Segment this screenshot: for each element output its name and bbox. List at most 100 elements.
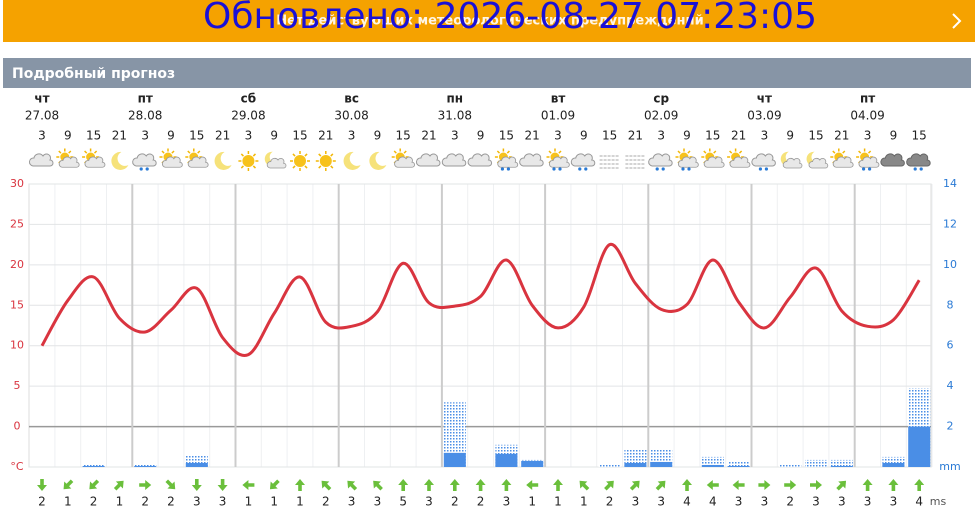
wind-arrow xyxy=(526,480,539,490)
drop xyxy=(862,167,866,171)
hour-label: 3 xyxy=(141,129,149,143)
hour-label: 9 xyxy=(270,129,278,143)
sun-ray xyxy=(548,150,552,154)
hour-label: 21 xyxy=(628,129,643,143)
sun xyxy=(242,155,255,167)
hour-label: 3 xyxy=(864,129,872,143)
wind-unit: ms xyxy=(930,495,947,508)
wind-arrow xyxy=(269,479,280,490)
sun-ray xyxy=(240,153,244,157)
precip-bar xyxy=(701,464,724,467)
sun-ray xyxy=(496,150,501,154)
wind-arrow xyxy=(165,479,176,490)
weather-icon xyxy=(391,148,415,168)
hour-label: 15 xyxy=(705,129,720,143)
moon xyxy=(214,151,232,170)
banner[interactable] xyxy=(3,0,975,42)
section-bar xyxy=(3,58,971,88)
wind-speed: 3 xyxy=(374,495,382,509)
cloud xyxy=(729,156,751,168)
wind-arrow xyxy=(553,479,563,491)
y-tick-label: 20 xyxy=(10,258,24,271)
drop xyxy=(913,167,917,171)
warnings-text[interactable]: Нет действующих метеорологических предуп… xyxy=(276,14,703,29)
hour-label: 21 xyxy=(525,129,540,143)
precip-bar xyxy=(830,465,853,467)
wind-arrow xyxy=(706,480,719,490)
wind-arrow xyxy=(914,479,925,491)
sun-ray xyxy=(330,165,334,169)
cloud xyxy=(394,156,415,168)
cloud xyxy=(808,157,829,169)
weather-icon xyxy=(214,151,232,170)
sun-ray xyxy=(832,150,836,154)
section-title: Подробный прогноз xyxy=(12,66,175,82)
wind-arrow xyxy=(424,479,434,491)
cloud xyxy=(832,156,854,168)
weather-icon xyxy=(343,151,361,170)
wind-arrow xyxy=(37,479,47,491)
y-tick-label: 25 xyxy=(10,217,24,230)
wind-arrow xyxy=(475,479,486,491)
wind-arrow xyxy=(501,479,512,491)
precip-max-bar xyxy=(443,402,466,467)
hour-label: 3 xyxy=(38,129,46,143)
moon xyxy=(369,151,387,170)
wind-speed: 4 xyxy=(915,495,923,509)
wind-arrow xyxy=(63,479,74,490)
updated-text: Обновлено: 2026-08-27 07:23:05 xyxy=(203,0,817,37)
wind-arrow xyxy=(862,479,873,491)
cloud xyxy=(416,153,441,167)
precip-bar xyxy=(624,462,647,467)
weather-icon xyxy=(830,148,854,168)
weather-icon xyxy=(441,153,467,167)
day-name: пн xyxy=(447,92,464,106)
hour-label: 21 xyxy=(215,129,230,143)
hour-label: 15 xyxy=(292,129,307,143)
wind-speed: 3 xyxy=(864,495,872,509)
drop xyxy=(919,167,923,171)
cloud xyxy=(441,153,467,167)
wind-arrow xyxy=(89,479,100,490)
wind-arrow xyxy=(217,479,228,491)
cloud xyxy=(782,157,803,169)
hour-label: 3 xyxy=(657,129,665,143)
hour-label: 3 xyxy=(245,129,253,143)
weather-icon xyxy=(56,148,80,168)
chevron[interactable] xyxy=(952,13,962,29)
hour-label: 9 xyxy=(890,129,898,143)
drop xyxy=(764,167,768,171)
sun-ray xyxy=(318,165,322,169)
y2-tick-label: 8 xyxy=(947,298,954,311)
wind-speed: 1 xyxy=(554,495,562,509)
hour-label: 9 xyxy=(683,129,691,143)
sun-ray xyxy=(703,150,707,154)
wind-speed: 3 xyxy=(425,495,433,509)
weather-icon xyxy=(82,148,106,168)
weather-icon xyxy=(648,153,673,171)
weather-icon xyxy=(111,151,129,170)
cloud-part xyxy=(832,156,854,168)
cloud xyxy=(906,153,931,167)
cloud xyxy=(570,153,596,167)
day-name: ср xyxy=(653,92,669,106)
sun-ray xyxy=(187,150,191,154)
drop xyxy=(139,167,143,171)
wind-speed: 1 xyxy=(528,495,536,509)
y-tick-label: 30 xyxy=(10,177,24,190)
precip-bar xyxy=(495,453,518,467)
wind-speed: 1 xyxy=(296,495,304,509)
weather-icon xyxy=(675,148,699,171)
drop xyxy=(687,167,691,171)
weather-icon xyxy=(599,155,620,169)
drop xyxy=(661,167,665,171)
weather-icon xyxy=(238,151,259,171)
wind-speed: 2 xyxy=(167,495,175,509)
wind-speed: 2 xyxy=(786,495,794,509)
cloud-part xyxy=(703,156,725,168)
precip-max-bar xyxy=(598,464,621,467)
cloud xyxy=(677,156,699,168)
wind-speed: 3 xyxy=(761,495,769,509)
wind-arrow xyxy=(242,480,255,490)
y-tick-label: 5 xyxy=(14,379,21,392)
